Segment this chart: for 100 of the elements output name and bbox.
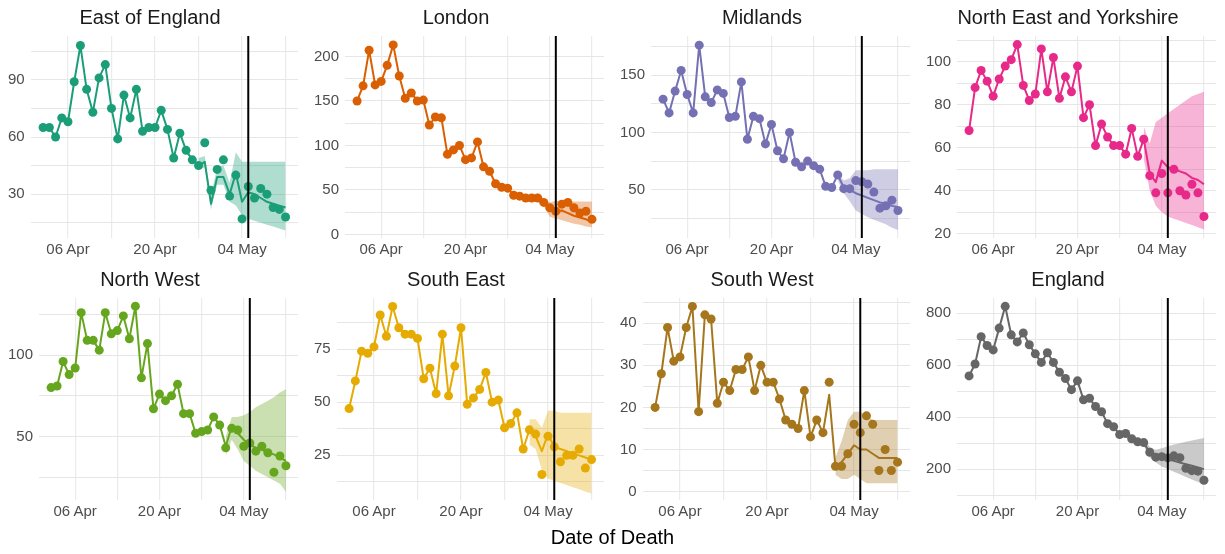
point [725,386,735,396]
point [130,301,140,311]
point [756,360,766,370]
point [1157,169,1167,179]
x-tick-label: 04 May [219,502,269,520]
point [587,455,597,465]
point [413,333,422,343]
point [982,341,992,351]
point [167,391,177,401]
point [539,197,549,207]
y-tick-label: 50 [314,392,331,410]
point [388,40,398,50]
point [1024,95,1034,105]
point [970,359,980,369]
point [162,124,172,134]
point [257,441,267,451]
chart-title: London [422,5,490,28]
point [656,369,666,379]
point [766,119,776,129]
point [1006,55,1016,65]
y-tick-label: 50 [16,426,34,444]
y-tick-label: 20 [620,397,637,415]
y-tick-label: 100 [926,51,952,69]
point [52,381,62,391]
point [364,45,374,55]
x-tick-label: 04 May [217,240,268,258]
point [363,348,373,358]
point [70,363,80,373]
point [1054,93,1064,103]
point [569,203,579,213]
point [206,185,216,195]
point [563,197,573,207]
point [100,60,110,70]
point [1060,72,1070,82]
point [887,195,897,205]
point [675,352,685,362]
y-tick-label: 0 [628,481,637,499]
point [456,323,466,333]
point [1048,357,1058,367]
point [687,301,697,311]
x-tick-label: 20 Apr [133,240,177,258]
point [381,331,391,341]
x-tick-label: 04 May [1137,502,1187,520]
point [791,157,801,167]
y-tick-label: 40 [934,180,952,198]
point [531,429,541,439]
point [760,139,770,149]
point [1036,44,1046,54]
point [269,467,279,477]
point [1066,385,1076,395]
x-tick-label: 06 Apr [46,240,90,258]
point [818,428,828,438]
point [742,134,752,144]
point [209,412,219,422]
point [485,166,495,176]
point [779,154,789,164]
point [1181,190,1191,200]
y-tick-label: 400 [926,407,952,425]
point [251,446,261,456]
point [448,145,458,155]
point [568,450,578,460]
point [658,94,668,104]
point [82,84,92,94]
chart-title: England [1031,267,1105,290]
x-tick-label: 20 Apr [1055,240,1100,258]
x-tick-label: 20 Apr [439,502,483,520]
point [1030,89,1040,99]
point [893,205,903,215]
y-tick-label: 30 [8,184,25,202]
point [543,431,553,441]
point [481,367,491,377]
point [785,127,795,137]
y-tick-label: 100 [620,122,646,140]
point [94,73,104,83]
point [344,404,354,414]
point [225,191,235,201]
x-tick-label: 04 May [525,240,575,258]
x-tick-label: 20 Apr [137,502,182,520]
point [256,183,266,193]
chart-title: East of England [79,5,221,28]
point [274,204,284,214]
x-tick-label: 06 Apr [665,240,709,258]
point [69,77,79,87]
point [437,329,447,339]
point [1169,164,1179,174]
point [1193,188,1203,198]
point [369,342,379,352]
chart-title: South East [407,267,506,290]
point [868,419,878,429]
point [175,128,185,138]
point [124,334,134,344]
point [712,398,722,408]
point [1121,429,1131,439]
point [988,91,998,101]
point [1048,52,1058,62]
y-tick-label: 200 [926,459,952,477]
x-tick-label: 20 Apr [443,240,488,258]
point [1121,149,1131,159]
point [718,88,728,98]
y-tick-label: 50 [628,179,646,197]
